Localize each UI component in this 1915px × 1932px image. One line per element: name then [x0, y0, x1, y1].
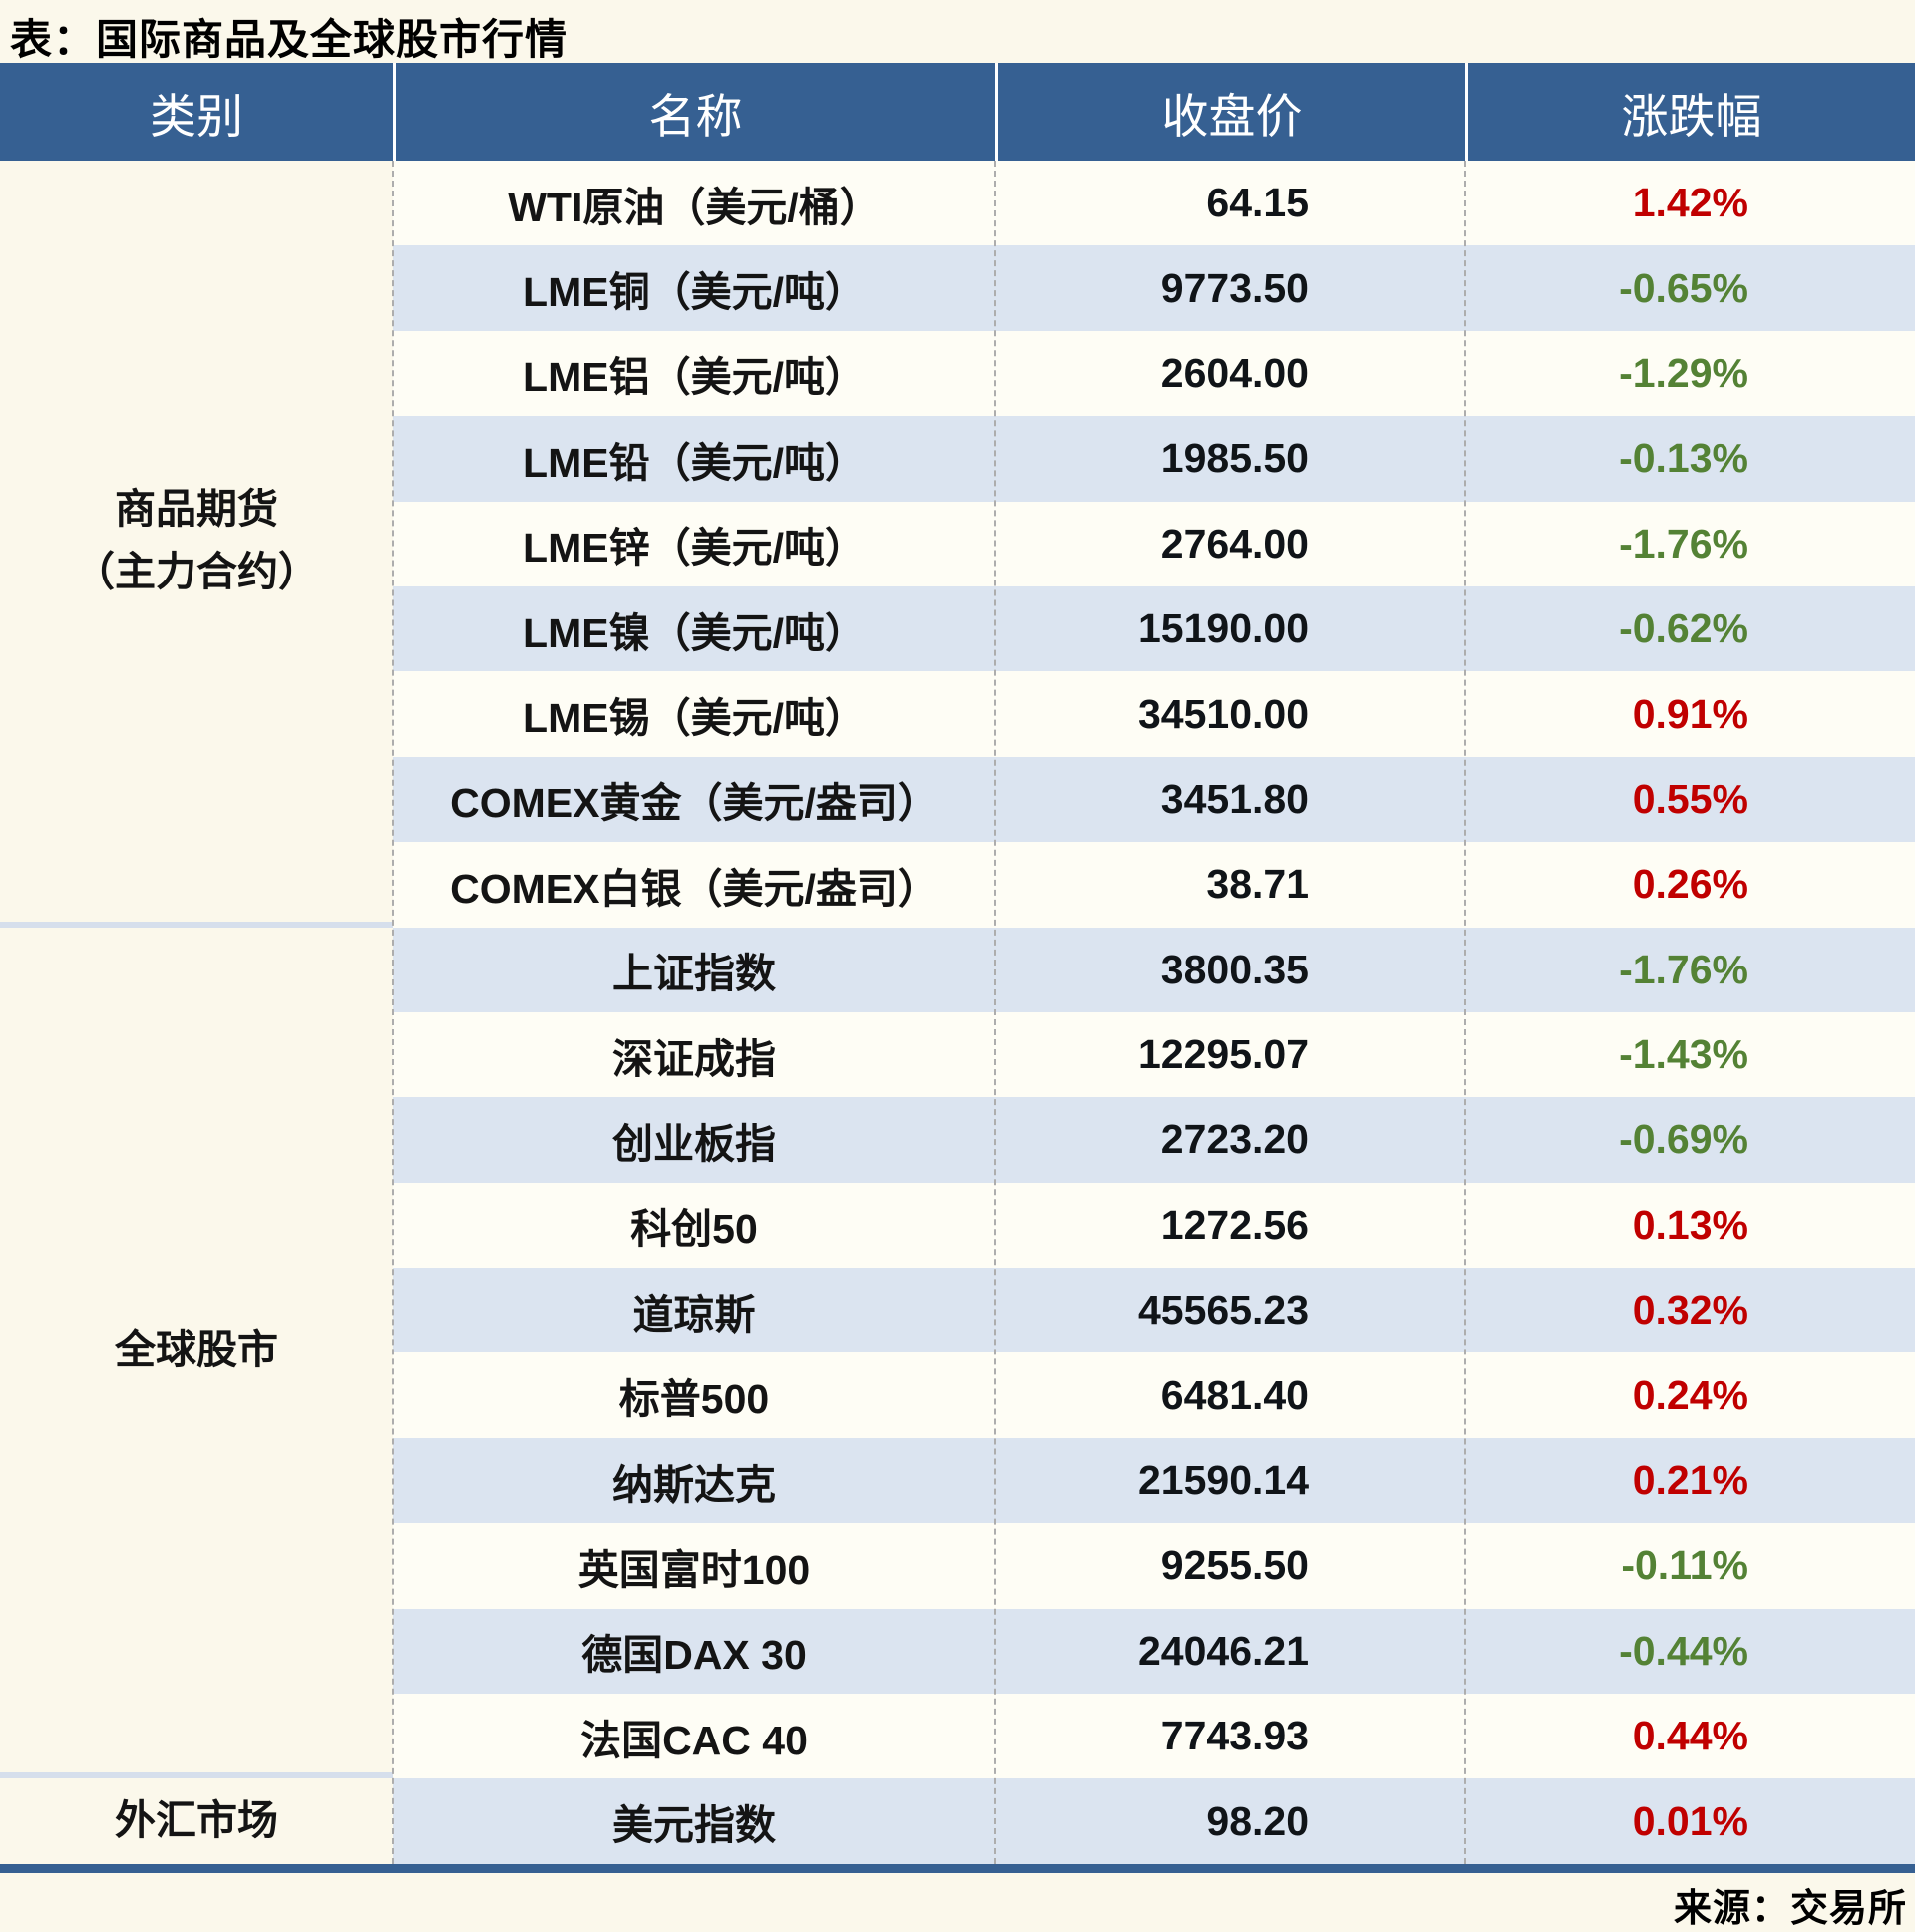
change-percent: -1.76%: [1465, 927, 1915, 1012]
header-name: 名称: [393, 63, 995, 161]
close-price: 24046.21: [995, 1608, 1465, 1695]
instrument-name: 法国CAC 40: [393, 1694, 995, 1779]
close-price: 2723.20: [995, 1097, 1465, 1183]
category-cell: 全球股市: [0, 928, 393, 1779]
change-percent: 0.13%: [1465, 1182, 1915, 1269]
change-percent: -1.76%: [1465, 501, 1915, 586]
instrument-name: 创业板指: [393, 1097, 995, 1183]
close-price: 21590.14: [995, 1437, 1465, 1524]
table-bottom-rule: [0, 1863, 1915, 1873]
market-table: 类别 名称 收盘价 涨跌幅 商品期货 （主力合约） WTI原油（美元/桶） 64.15…: [0, 63, 1915, 1873]
header-change-pct: 涨跌幅: [1465, 63, 1915, 161]
close-price: 15190.00: [995, 585, 1465, 672]
close-price: 64.15: [995, 161, 1465, 246]
close-price: 34510.00: [995, 671, 1465, 757]
instrument-name: 上证指数: [393, 927, 995, 1012]
header-category: 类别: [150, 91, 243, 144]
change-percent: -1.43%: [1465, 1011, 1915, 1098]
change-percent: 0.44%: [1465, 1694, 1915, 1779]
category-cell: 外汇市场: [0, 1778, 393, 1863]
instrument-name: 纳斯达克: [393, 1437, 995, 1524]
change-percent: 1.42%: [1465, 161, 1915, 246]
change-percent: 0.24%: [1465, 1352, 1915, 1438]
close-price: 2764.00: [995, 501, 1465, 586]
instrument-name: LME镍（美元/吨）: [393, 585, 995, 672]
instrument-name: LME铝（美元/吨）: [393, 330, 995, 417]
change-percent: 0.21%: [1465, 1437, 1915, 1524]
source-note: 来源：交易所: [1673, 1888, 1907, 1930]
column-divider-2: [994, 161, 996, 1864]
change-percent: 0.01%: [1465, 1778, 1915, 1864]
table-header-row: 类别 名称 收盘价 涨跌幅: [0, 63, 1915, 161]
change-percent: -0.62%: [1465, 585, 1915, 672]
instrument-name: 道琼斯: [393, 1268, 995, 1353]
close-price: 9773.50: [995, 245, 1465, 331]
instrument-name: 科创50: [393, 1182, 995, 1269]
change-percent: 0.55%: [1465, 756, 1915, 843]
table-body: 商品期货 （主力合约） WTI原油（美元/桶） 64.15 1.42% LME铜（美元/吨…: [0, 161, 1915, 1864]
close-price: 3451.80: [995, 756, 1465, 843]
column-divider-3: [1464, 161, 1466, 1864]
change-percent: -0.65%: [1465, 245, 1915, 331]
table-title: 表：国际商品及全球股市行情: [10, 16, 569, 63]
category-cell: 商品期货 （主力合约）: [0, 161, 393, 928]
close-price: 98.20: [995, 1778, 1465, 1864]
instrument-name: 深证成指: [393, 1011, 995, 1098]
instrument-name: COMEX白银（美元/盎司）: [393, 842, 995, 928]
instrument-name: COMEX黄金（美元/盎司）: [393, 756, 995, 843]
change-percent: -0.13%: [1465, 416, 1915, 502]
instrument-name: LME锌（美元/吨）: [393, 501, 995, 586]
close-price: 2604.00: [995, 330, 1465, 417]
change-percent: -1.29%: [1465, 330, 1915, 417]
close-price: 6481.40: [995, 1352, 1465, 1438]
instrument-name: LME锡（美元/吨）: [393, 671, 995, 757]
close-price: 3800.35: [995, 927, 1465, 1012]
category-label-line: 商品期货: [115, 485, 278, 532]
close-price: 7743.93: [995, 1694, 1465, 1779]
header-close-price: 收盘价: [995, 63, 1465, 161]
category-label-line: （主力合约）: [74, 549, 319, 595]
instrument-name: LME铅（美元/吨）: [393, 416, 995, 502]
instrument-name: 美元指数: [393, 1778, 995, 1864]
close-price: 38.71: [995, 842, 1465, 928]
change-percent: 0.32%: [1465, 1268, 1915, 1353]
close-price: 9255.50: [995, 1523, 1465, 1609]
instrument-name: WTI原油（美元/桶）: [393, 161, 995, 246]
category-label-line: 外汇市场: [115, 1797, 278, 1844]
column-divider-1: [392, 161, 394, 1864]
instrument-name: LME铜（美元/吨）: [393, 245, 995, 331]
instrument-name: 英国富时100: [393, 1523, 995, 1609]
change-percent: -0.44%: [1465, 1608, 1915, 1695]
category-label-line: 全球股市: [115, 1326, 278, 1372]
change-percent: -0.69%: [1465, 1097, 1915, 1183]
instrument-name: 标普500: [393, 1352, 995, 1438]
instrument-name: 德国DAX 30: [393, 1608, 995, 1695]
close-price: 12295.07: [995, 1011, 1465, 1098]
change-percent: -0.11%: [1465, 1523, 1915, 1609]
close-price: 45565.23: [995, 1268, 1465, 1353]
close-price: 1272.56: [995, 1182, 1465, 1269]
change-percent: 0.26%: [1465, 842, 1915, 928]
close-price: 1985.50: [995, 416, 1465, 502]
change-percent: 0.91%: [1465, 671, 1915, 757]
